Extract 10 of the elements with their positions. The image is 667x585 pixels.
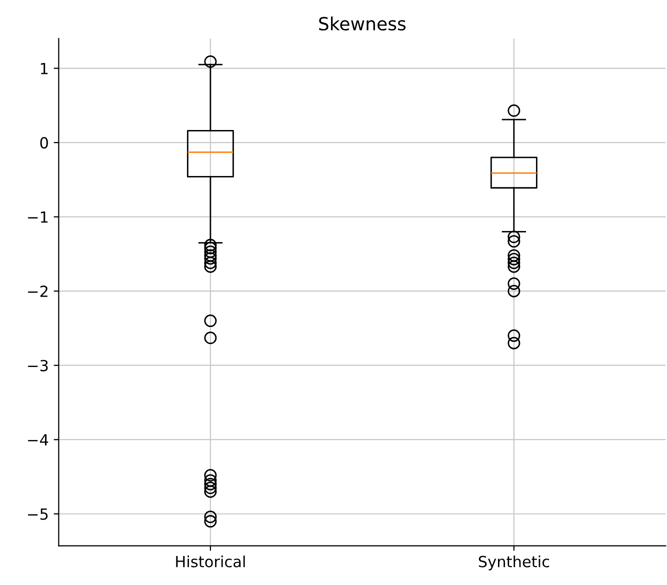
y-tick-label: 0 (40, 137, 48, 149)
y-tick-label: −4 (28, 434, 48, 446)
y-tick-label: −2 (28, 286, 48, 297)
y-tick-label: −5 (28, 508, 48, 520)
x-tick-label: Historical (176, 556, 245, 568)
chart-title: Skewness (319, 16, 406, 31)
y-tick-label: −3 (28, 360, 48, 372)
y-tick-label: 1 (40, 62, 48, 74)
y-tick-label: −1 (28, 212, 48, 223)
x-tick-label: Synthetic (478, 556, 550, 570)
